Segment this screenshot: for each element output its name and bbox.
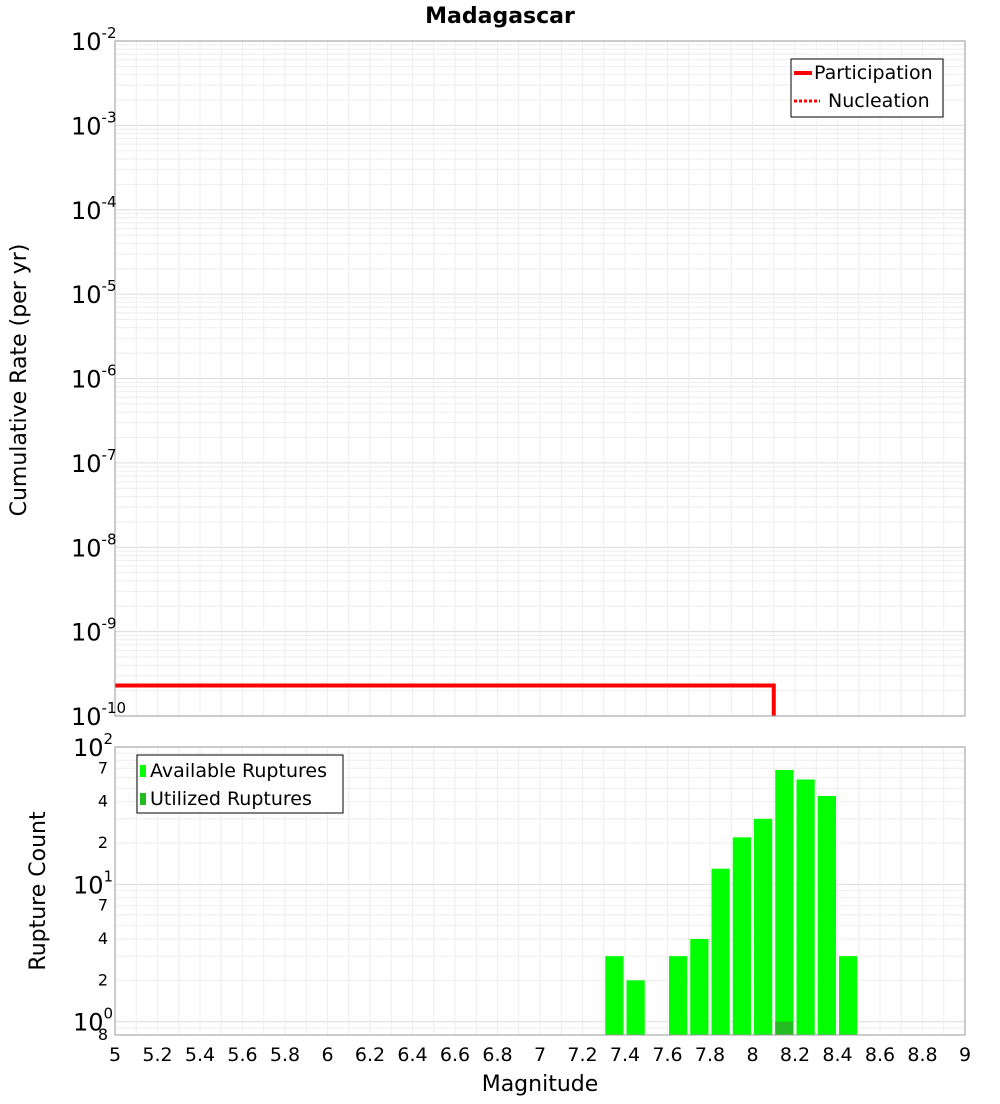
x-tick-label: 7.4 [610, 1044, 640, 1066]
series-line-participation [115, 683, 776, 716]
x-tick-labels: 5 5.2 5.4 5.6 5.8 6 6.2 6.4 6.6 6.8 7 7.2 7.4 7.6 7.8 8… [109, 1044, 971, 1066]
x-tick-label: 9 [959, 1044, 971, 1066]
x-tick-label: 5.4 [185, 1044, 215, 1066]
bar-available [732, 837, 751, 1035]
top-y-tick-label: 10-6 [71, 362, 117, 394]
x-tick-label: 5.8 [270, 1044, 300, 1066]
x-tick-label: 8.2 [780, 1044, 810, 1066]
top-legend: Participation Nucleation [790, 58, 944, 118]
x-tick-label: 8.8 [907, 1044, 937, 1066]
x-tick-label: 7.6 [652, 1044, 682, 1066]
bottom-y-major-tick-label: 102 [73, 730, 113, 762]
bar-available [817, 795, 836, 1035]
top-y-tick-labels: 10-2 10-3 10-4 10-5 10-6 10-7 10-8 10-9 10-10 [71, 24, 126, 731]
x-tick-label: 6 [321, 1044, 333, 1066]
x-tick-label: 8.6 [865, 1044, 895, 1066]
x-tick-label: 5.6 [227, 1044, 257, 1066]
top-y-tick-label: 10-2 [71, 24, 117, 56]
chart-title: Madagascar [425, 4, 575, 29]
bottom-y-major-tick-label: 101 [73, 867, 113, 899]
x-tick-label: 6.4 [397, 1044, 427, 1066]
bar-available [605, 956, 624, 1035]
bottom-y-major-tick-label: 100 [73, 1005, 113, 1037]
x-tick-label: 7.8 [695, 1044, 725, 1066]
legend-available-swatch [140, 765, 146, 777]
x-tick-label: 6.8 [482, 1044, 512, 1066]
x-tick-label: 5.2 [142, 1044, 172, 1066]
x-tick-label: 6.6 [440, 1044, 470, 1066]
bottom-y-minor-tick-label: 2 [98, 833, 108, 852]
x-axis-label: Magnitude [482, 1072, 599, 1097]
top-y-tick-label: 10-3 [71, 108, 117, 140]
legend-utilized-swatch [140, 793, 146, 805]
bottom-y-minor-tick-label: 7 [98, 896, 108, 915]
legend-available-label: Available Ruptures [150, 760, 327, 782]
x-tick-label: 6.2 [355, 1044, 385, 1066]
x-tick-label: 8.4 [822, 1044, 852, 1066]
top-y-tick-label: 10-8 [71, 530, 117, 562]
x-tick-label: 5 [109, 1044, 121, 1066]
top-y-tick-label: 10-10 [71, 699, 126, 731]
legend-utilized-label: Utilized Ruptures [150, 788, 312, 810]
top-plot-border [114, 40, 966, 717]
bar-available [626, 980, 645, 1035]
bar-available [711, 868, 730, 1035]
bottom-y-minor-tick-label: 2 [98, 970, 108, 989]
legend-nucleation-label: Nucleation [828, 90, 930, 112]
bar-available [690, 939, 709, 1035]
bottom-y-tick-labels: 102 101 100 7 4 2 7 4 2 8 [73, 730, 113, 1044]
x-tick-label: 7 [534, 1044, 546, 1066]
x-tick-label: 7.2 [567, 1044, 597, 1066]
top-y-tick-label: 10-4 [71, 193, 117, 225]
bottom-plot-border [114, 746, 966, 1036]
bottom-y-minor-tick-label: 8 [98, 1025, 108, 1044]
bottom-bars [605, 770, 858, 1035]
legend-participation-label: Participation [814, 62, 933, 84]
top-grid [114, 41, 966, 717]
bottom-y-minor-tick-label: 4 [98, 929, 108, 948]
bar-available [754, 818, 773, 1035]
top-panel: 10-2 10-3 10-4 10-5 10-6 10-7 10-8 10-9 10-10 Cu… [7, 24, 966, 731]
bottom-legend: Available Ruptures Utilized Ruptures [136, 754, 344, 814]
bottom-y-axis-label: Rupture Count [26, 811, 51, 971]
top-lines [115, 683, 776, 716]
bottom-y-minor-tick-label: 7 [98, 758, 108, 777]
bar-available [669, 956, 688, 1035]
bottom-y-minor-tick-label: 4 [98, 792, 108, 811]
x-tick-label: 8 [746, 1044, 758, 1066]
top-y-tick-label: 10-7 [71, 446, 117, 478]
bar-utilized [775, 1021, 794, 1035]
bottom-panel: 102 101 100 7 4 2 7 4 2 8 5 5.2 5.4 5.6 5.8 6 6.2 6.4 6.6… [26, 730, 971, 1097]
top-y-tick-label: 10-9 [71, 615, 117, 647]
bottom-legend-box [136, 754, 344, 814]
bar-available [839, 956, 858, 1035]
top-legend-box [790, 58, 944, 118]
bar-available [775, 770, 794, 1035]
top-y-axis-label: Cumulative Rate (per yr) [7, 244, 32, 517]
bar-available [796, 779, 815, 1035]
top-y-tick-label: 10-5 [71, 277, 117, 309]
